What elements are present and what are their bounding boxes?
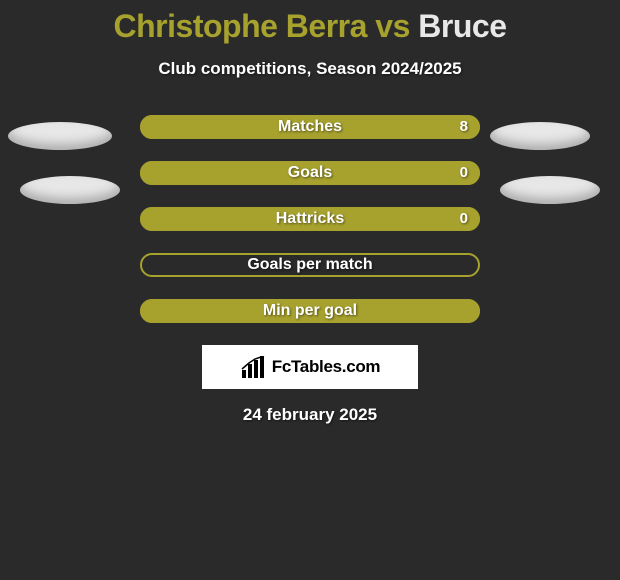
stat-value: 8 [460,115,468,139]
footer-date: 24 february 2025 [0,405,620,425]
stat-value: 0 [460,161,468,185]
attribution-text: FcTables.com [272,357,381,377]
page-title: Christophe Berra vs Bruce [0,0,620,45]
stat-row: Matches8 [140,115,480,139]
stat-bars: Matches8Goals0Hattricks0Goals per matchM… [140,115,480,323]
side-marker [490,122,590,150]
side-marker [500,176,600,204]
stat-row: Hattricks0 [140,207,480,231]
bars-chart-icon [240,356,266,378]
title-player-2: Bruce [418,8,506,44]
attribution-badge: FcTables.com [202,345,418,389]
stat-row: Min per goal [140,299,480,323]
side-marker [20,176,120,204]
stat-label: Hattricks [140,207,480,231]
stat-label: Min per goal [140,299,480,323]
stat-row: Goals0 [140,161,480,185]
title-player-1: Christophe Berra [114,8,367,44]
side-marker [8,122,112,150]
stat-label: Goals [140,161,480,185]
stat-value: 0 [460,207,468,231]
stat-label: Goals per match [140,253,480,277]
stat-label: Matches [140,115,480,139]
title-vs: vs [367,8,418,44]
subtitle: Club competitions, Season 2024/2025 [0,59,620,79]
stat-row: Goals per match [140,253,480,277]
